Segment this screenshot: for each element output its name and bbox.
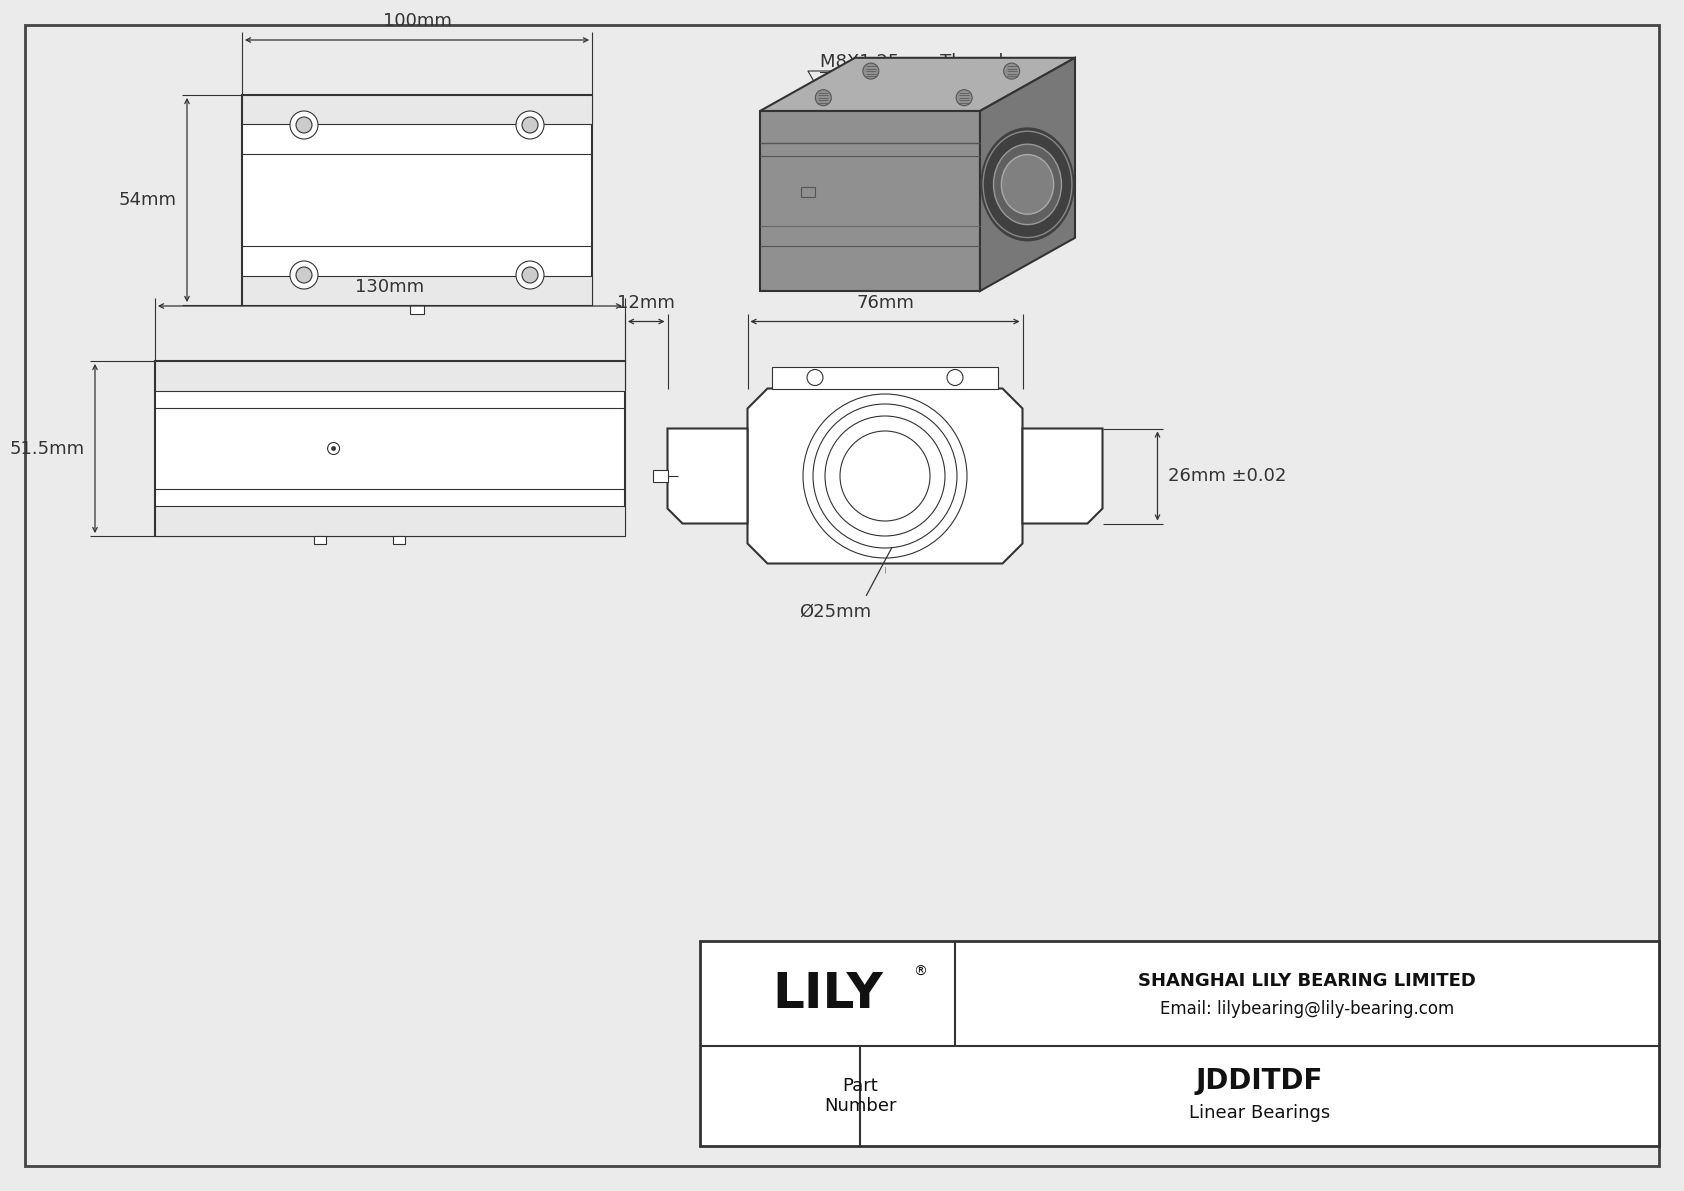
- Circle shape: [296, 117, 312, 133]
- Bar: [701, 941, 1659, 1146]
- Bar: [155, 361, 625, 536]
- Text: 76mm: 76mm: [855, 293, 914, 312]
- Polygon shape: [980, 58, 1074, 291]
- Text: LILY: LILY: [773, 969, 884, 1017]
- Bar: [242, 275, 593, 305]
- Ellipse shape: [983, 131, 1073, 237]
- Circle shape: [813, 404, 957, 548]
- Text: ®: ®: [913, 965, 926, 979]
- Circle shape: [332, 447, 335, 450]
- Circle shape: [825, 416, 945, 536]
- Polygon shape: [759, 111, 980, 291]
- Bar: [652, 470, 667, 482]
- Bar: [394, 536, 406, 544]
- Circle shape: [815, 89, 832, 106]
- Text: 54mm: 54mm: [120, 191, 177, 208]
- Polygon shape: [748, 388, 1022, 563]
- Bar: [242, 95, 593, 305]
- Circle shape: [1004, 63, 1019, 79]
- Bar: [242, 95, 593, 124]
- Circle shape: [840, 431, 930, 520]
- Bar: [313, 536, 325, 544]
- Text: SHANGHAI LILY BEARING LIMITED: SHANGHAI LILY BEARING LIMITED: [1138, 972, 1475, 990]
- Polygon shape: [759, 58, 1074, 111]
- Circle shape: [296, 267, 312, 283]
- Text: 100mm: 100mm: [382, 12, 451, 30]
- Polygon shape: [1022, 429, 1103, 524]
- Text: Ø25mm: Ø25mm: [798, 603, 871, 621]
- Bar: [773, 367, 997, 388]
- Polygon shape: [667, 429, 748, 524]
- Text: Email: lilybearing@lily-bearing.com: Email: lilybearing@lily-bearing.com: [1160, 1000, 1453, 1018]
- Text: 12mm: 12mm: [618, 293, 675, 312]
- Ellipse shape: [980, 127, 1074, 242]
- Text: M8X1.25mm Thread: M8X1.25mm Thread: [820, 54, 1004, 71]
- Circle shape: [290, 261, 318, 289]
- Circle shape: [328, 443, 340, 455]
- Text: Part
Number: Part Number: [823, 1077, 896, 1116]
- Text: 51.5mm: 51.5mm: [10, 439, 84, 457]
- Ellipse shape: [994, 144, 1061, 225]
- Ellipse shape: [1002, 155, 1054, 214]
- Circle shape: [522, 267, 537, 283]
- Text: Linear Bearings: Linear Bearings: [1189, 1104, 1330, 1122]
- Circle shape: [515, 111, 544, 139]
- Bar: [409, 305, 424, 314]
- Text: 26mm ±0.02: 26mm ±0.02: [1167, 467, 1287, 485]
- Bar: [155, 506, 625, 536]
- Circle shape: [946, 369, 963, 386]
- Bar: [802, 187, 815, 197]
- Circle shape: [803, 394, 967, 559]
- Circle shape: [522, 117, 537, 133]
- Circle shape: [515, 261, 544, 289]
- Bar: [155, 361, 625, 391]
- Text: 130mm: 130mm: [355, 278, 424, 297]
- Circle shape: [290, 111, 318, 139]
- Circle shape: [807, 369, 823, 386]
- Circle shape: [957, 89, 972, 106]
- Text: JDDITDF: JDDITDF: [1196, 1067, 1324, 1095]
- Circle shape: [862, 63, 879, 79]
